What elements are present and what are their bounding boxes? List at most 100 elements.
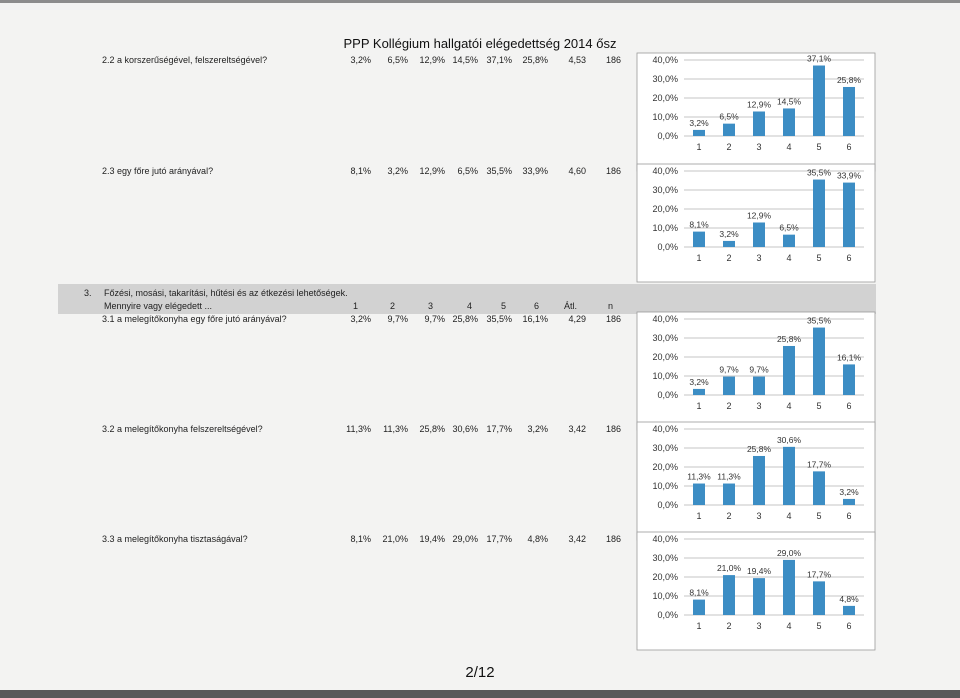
header-col-2: 2 xyxy=(390,301,396,311)
header-col-avg: Átl. xyxy=(564,301,578,311)
x-tick-label: 4 xyxy=(786,511,791,521)
bar-chart: 0,0% 10,0% 20,0% 30,0% 40,0% 11,3% 1 11,3% 2 25,8… xyxy=(636,421,876,541)
bar xyxy=(843,182,855,247)
x-tick-label: 6 xyxy=(846,142,851,152)
y-tick-label: 40,0% xyxy=(652,314,678,324)
chart-svg: 0,0% 10,0% 20,0% 30,0% 40,0% 11,3% 1 11,3% 2 25,8… xyxy=(636,421,876,541)
pct-4: 14,5% xyxy=(452,55,478,65)
pct-6: 4,8% xyxy=(527,534,548,544)
data-label: 12,9% xyxy=(747,99,772,109)
x-tick-label: 3 xyxy=(756,621,761,631)
data-label: 35,5% xyxy=(807,168,832,178)
avg-value: 3,42 xyxy=(568,424,586,434)
header-col-n: n xyxy=(608,301,614,311)
y-tick-label: 10,0% xyxy=(652,223,678,233)
chart-svg: 0,0% 10,0% 20,0% 30,0% 40,0% 8,1% 1 3,2% 2 12,9% 3… xyxy=(636,163,876,283)
pct-2: 3,2% xyxy=(387,166,408,176)
bar xyxy=(843,86,855,136)
x-tick-label: 5 xyxy=(816,142,821,152)
avg-value: 4,53 xyxy=(568,55,586,65)
n-value: 186 xyxy=(605,166,621,176)
bar-chart: 0,0% 10,0% 20,0% 30,0% 40,0% 3,2% 1 6,5% 2 12,9% 3… xyxy=(636,52,876,172)
x-tick-label: 1 xyxy=(696,621,701,631)
y-tick-label: 0,0% xyxy=(657,131,678,141)
chart-svg: 0,0% 10,0% 20,0% 30,0% 40,0% 3,2% 1 9,7% 2 9,7% 3 2… xyxy=(636,311,876,431)
data-label: 33,9% xyxy=(837,171,862,181)
bar xyxy=(753,376,765,395)
bar xyxy=(813,179,825,247)
y-tick-label: 20,0% xyxy=(652,462,678,472)
pct-2: 11,3% xyxy=(383,424,408,434)
table-row: 2.3 egy főre jutó arányával? 8,1% 3,2% 1… xyxy=(0,166,640,180)
bar xyxy=(843,605,855,615)
y-tick-label: 10,0% xyxy=(652,112,678,122)
data-label: 17,7% xyxy=(807,459,832,469)
data-label: 25,8% xyxy=(777,334,802,344)
table-row: 3.3 a melegítőkonyha tisztaságával? 8,1%… xyxy=(0,534,640,548)
pct-3: 12,9% xyxy=(419,55,445,65)
bar xyxy=(783,446,795,505)
bar xyxy=(753,455,765,505)
data-label: 4,8% xyxy=(839,594,859,604)
data-label: 16,1% xyxy=(837,352,862,362)
scan-edge-top xyxy=(0,0,960,3)
data-label: 29,0% xyxy=(777,548,802,558)
y-tick-label: 40,0% xyxy=(652,55,678,65)
y-tick-label: 0,0% xyxy=(657,242,678,252)
pct-4: 25,8% xyxy=(452,314,478,324)
data-label: 30,6% xyxy=(777,435,802,445)
x-tick-label: 3 xyxy=(756,142,761,152)
bar xyxy=(813,581,825,615)
pct-1: 8,1% xyxy=(350,166,371,176)
bar-chart: 0,0% 10,0% 20,0% 30,0% 40,0% 3,2% 1 9,7% 2 9,7% 3 2… xyxy=(636,311,876,431)
x-tick-label: 6 xyxy=(846,253,851,263)
x-tick-label: 2 xyxy=(726,142,731,152)
x-tick-label: 1 xyxy=(696,401,701,411)
data-label: 11,3% xyxy=(687,472,711,482)
x-tick-label: 6 xyxy=(846,401,851,411)
bar xyxy=(723,376,735,395)
bar-chart: 0,0% 10,0% 20,0% 30,0% 40,0% 8,1% 1 21,0% 2 19,4%… xyxy=(636,531,876,651)
scan-edge-bottom xyxy=(0,690,960,698)
pct-2: 21,0% xyxy=(382,534,408,544)
page-number: 2/12 xyxy=(465,664,495,681)
pct-1: 3,2% xyxy=(350,55,371,65)
x-tick-label: 3 xyxy=(756,253,761,263)
chart-svg: 0,0% 10,0% 20,0% 30,0% 40,0% 8,1% 1 21,0% 2 19,4%… xyxy=(636,531,876,651)
x-tick-label: 2 xyxy=(726,253,731,263)
data-label: 9,7% xyxy=(719,365,739,375)
x-tick-label: 1 xyxy=(696,142,701,152)
pct-3: 19,4% xyxy=(419,534,445,544)
header-col-1: 1 xyxy=(353,301,359,311)
y-tick-label: 30,0% xyxy=(652,553,678,563)
question-text: 3.2 a melegítőkonyha felszereltségével? xyxy=(102,424,263,434)
y-tick-label: 20,0% xyxy=(652,204,678,214)
y-tick-label: 10,0% xyxy=(652,371,678,381)
bar xyxy=(693,599,705,615)
y-tick-label: 10,0% xyxy=(652,481,678,491)
data-label: 35,5% xyxy=(807,316,832,326)
x-tick-label: 6 xyxy=(846,511,851,521)
bar xyxy=(693,129,705,136)
pct-6: 16,1% xyxy=(522,314,548,324)
pct-5: 35,5% xyxy=(486,166,512,176)
pct-6: 25,8% xyxy=(522,55,548,65)
x-tick-label: 1 xyxy=(696,253,701,263)
data-label: 6,5% xyxy=(779,223,799,233)
x-tick-label: 5 xyxy=(816,401,821,411)
pct-1: 3,2% xyxy=(350,314,371,324)
bar xyxy=(783,559,795,615)
y-tick-label: 30,0% xyxy=(652,74,678,84)
data-label: 12,9% xyxy=(747,210,772,220)
bar xyxy=(843,364,855,395)
avg-value: 4,29 xyxy=(568,314,586,324)
n-value: 186 xyxy=(605,314,621,324)
pct-6: 33,9% xyxy=(522,166,548,176)
bar xyxy=(753,111,765,136)
x-tick-label: 4 xyxy=(786,621,791,631)
header-col-4: 4 xyxy=(467,301,473,311)
pct-3: 25,8% xyxy=(419,424,445,434)
avg-value: 4,60 xyxy=(568,166,586,176)
bar xyxy=(723,575,735,615)
table-row: 3.2 a melegítőkonyha felszereltségével? … xyxy=(0,424,640,438)
